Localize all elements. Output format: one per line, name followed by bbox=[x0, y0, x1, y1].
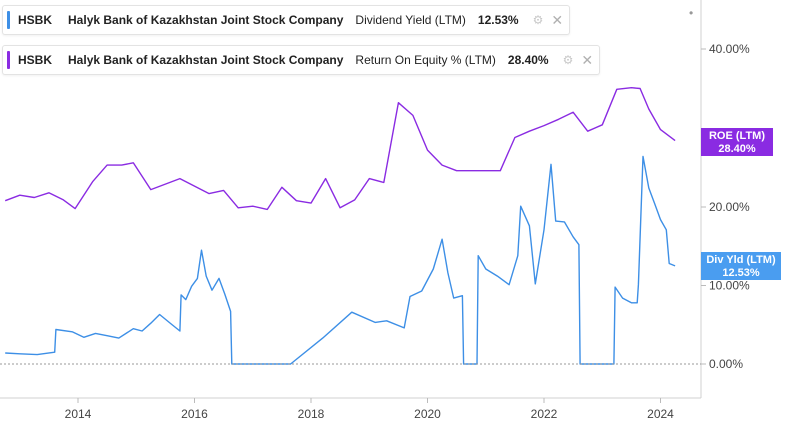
legend-metric: Dividend Yield (LTM) bbox=[355, 13, 466, 27]
settings-icon[interactable]: ⚙ bbox=[562, 53, 574, 67]
x-tick-label: 2024 bbox=[647, 407, 674, 421]
roe-value-tag: ROE (LTM) 28.40% bbox=[701, 128, 773, 156]
legend-ticker: HSBK bbox=[18, 53, 53, 67]
settings-icon[interactable]: ⚙ bbox=[532, 13, 544, 27]
series-color-swatch bbox=[7, 51, 10, 69]
series-color-swatch bbox=[7, 11, 10, 29]
close-icon[interactable]: ✕ bbox=[581, 51, 594, 68]
x-tick-label: 2018 bbox=[298, 407, 325, 421]
roe-tag-line1: ROE (LTM) bbox=[709, 130, 765, 142]
series-layer bbox=[4, 86, 676, 365]
legend-ticker: HSBK bbox=[18, 13, 53, 27]
x-tick-label: 2022 bbox=[531, 407, 558, 421]
legend-row-roe[interactable]: HSBK Halyk Bank of Kazakhstan Joint Stoc… bbox=[2, 45, 601, 75]
legend-company: Halyk Bank of Kazakhstan Joint Stock Com… bbox=[68, 53, 344, 67]
dy-tag-background bbox=[701, 252, 781, 280]
legend-value: 28.40% bbox=[507, 53, 549, 67]
legend-row-dividend-yield[interactable]: HSBK Halyk Bank of Kazakhstan Joint Stoc… bbox=[2, 5, 571, 35]
roe-tag-line2: 28.40% bbox=[718, 143, 756, 155]
legend-metric: Return On Equity % (LTM) bbox=[355, 53, 496, 67]
legend-company: Halyk Bank of Kazakhstan Joint Stock Com… bbox=[68, 13, 344, 27]
x-tick-label: 2014 bbox=[65, 407, 92, 421]
more-options-dot[interactable]: • bbox=[689, 6, 694, 20]
x-tick-label: 2020 bbox=[414, 407, 441, 421]
y-tick-label: 0.00% bbox=[709, 357, 743, 371]
legend-value: 12.53% bbox=[477, 13, 519, 27]
close-icon[interactable]: ✕ bbox=[551, 11, 564, 28]
y-tick-label: 10.00% bbox=[709, 279, 750, 293]
y-tick-label: 20.00% bbox=[709, 200, 750, 214]
x-tick-label: 2016 bbox=[181, 407, 208, 421]
y-ticks: 0.00% 10.00% 20.00% 40.00% bbox=[701, 42, 750, 371]
dividend-yield-value-tag: Div Yld (LTM) 12.53% bbox=[701, 252, 781, 280]
series-line-0 bbox=[4, 86, 676, 211]
roe-tag-background bbox=[701, 128, 773, 156]
dy-tag-line1: Div Yld (LTM) bbox=[706, 254, 776, 266]
dy-tag-line2: 12.53% bbox=[722, 267, 760, 279]
series-line-1 bbox=[5, 155, 676, 365]
x-ticks: 2014 2016 2018 2020 2022 2024 bbox=[65, 398, 674, 421]
y-tick-label: 40.00% bbox=[709, 42, 750, 56]
